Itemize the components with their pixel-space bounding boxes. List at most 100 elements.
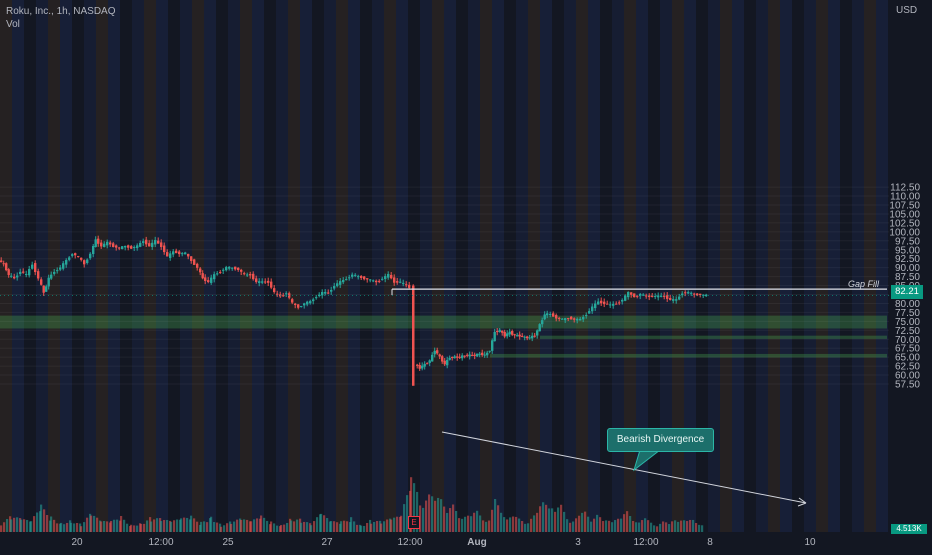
candle-body bbox=[282, 295, 285, 297]
volume-bar bbox=[506, 519, 509, 532]
volume-bar bbox=[90, 515, 93, 532]
candle-body bbox=[402, 282, 405, 284]
drawings bbox=[0, 288, 890, 507]
volume-bar bbox=[554, 511, 557, 532]
candle-body bbox=[573, 318, 576, 320]
session-band bbox=[552, 0, 564, 550]
candle-body bbox=[92, 245, 95, 255]
volume-bar bbox=[110, 521, 113, 532]
volume-bar bbox=[183, 517, 186, 532]
candle-body bbox=[591, 306, 594, 312]
candle-body bbox=[521, 335, 524, 337]
y-tick-label: 70.00 bbox=[895, 335, 920, 346]
candle-body bbox=[5, 263, 8, 271]
session-band bbox=[36, 0, 48, 550]
volume-bar bbox=[326, 518, 329, 532]
candle-body bbox=[423, 363, 426, 367]
session-band bbox=[216, 0, 228, 550]
candle-body bbox=[639, 293, 642, 297]
volume-bar bbox=[548, 508, 551, 532]
volume-bar bbox=[530, 518, 533, 532]
session-band bbox=[396, 0, 408, 550]
volume-bar bbox=[373, 521, 376, 532]
candle-body bbox=[483, 354, 486, 356]
candle-body bbox=[303, 303, 306, 306]
candle-body bbox=[393, 277, 396, 283]
volume-bar bbox=[180, 518, 183, 532]
candle-body bbox=[378, 280, 381, 282]
volume-bar bbox=[190, 515, 193, 532]
candle-body bbox=[549, 313, 552, 315]
session-band bbox=[276, 0, 288, 550]
candle-body bbox=[493, 331, 496, 342]
candle-body bbox=[103, 243, 106, 247]
candle-body bbox=[363, 276, 366, 280]
candle-body bbox=[488, 350, 491, 352]
volume-bar bbox=[656, 526, 659, 532]
volume-bar bbox=[467, 515, 470, 532]
candle-body bbox=[127, 245, 130, 248]
session-band bbox=[84, 0, 96, 550]
candle-body bbox=[339, 281, 342, 285]
volume-bar bbox=[641, 520, 644, 532]
volume-bar bbox=[276, 525, 279, 532]
volume-bar bbox=[491, 509, 494, 532]
candle-body bbox=[270, 281, 273, 288]
candle-body bbox=[433, 350, 436, 355]
volume-bar bbox=[593, 518, 596, 532]
candle-body bbox=[681, 293, 684, 296]
session-band bbox=[624, 0, 636, 550]
candle-body bbox=[660, 295, 663, 297]
candle-body bbox=[657, 295, 660, 298]
candle-body bbox=[451, 356, 454, 358]
candle-body bbox=[181, 253, 184, 255]
candle-body bbox=[636, 295, 639, 297]
session-band bbox=[816, 0, 828, 550]
volume-bar bbox=[293, 521, 296, 532]
symbol-title[interactable]: Roku, Inc., 1h, NASDAQ bbox=[6, 6, 116, 17]
bearish-divergence-callout[interactable]: Bearish Divergence bbox=[607, 428, 714, 452]
candle-body bbox=[481, 352, 484, 356]
volume-bar bbox=[422, 507, 425, 532]
chart-legend: Roku, Inc., 1h, NASDAQ Vol bbox=[6, 5, 116, 31]
volume-bar bbox=[386, 519, 389, 532]
volume-bar bbox=[70, 522, 73, 532]
volume-bar bbox=[226, 523, 229, 532]
y-tick-label: 92.50 bbox=[895, 254, 920, 265]
volume-bar bbox=[220, 526, 223, 532]
volume-bar bbox=[572, 521, 575, 532]
candle-body bbox=[416, 364, 419, 366]
earnings-marker-icon[interactable]: E bbox=[408, 516, 420, 529]
volume-bar bbox=[413, 483, 416, 532]
session-band bbox=[684, 0, 696, 550]
candle-body bbox=[145, 239, 148, 245]
candle-body bbox=[71, 254, 74, 256]
candle-body bbox=[249, 274, 252, 276]
candle-body bbox=[461, 355, 464, 359]
candle-body bbox=[506, 333, 509, 337]
candle-body bbox=[678, 296, 681, 300]
gap-fill-label[interactable]: Gap Fill bbox=[848, 279, 880, 289]
candle-body bbox=[603, 301, 606, 305]
candle-body bbox=[448, 357, 451, 360]
volume-bar bbox=[176, 519, 179, 532]
session-band bbox=[420, 0, 432, 550]
session-band bbox=[600, 0, 612, 550]
volume-bar bbox=[323, 515, 326, 532]
volume-label[interactable]: Vol bbox=[6, 19, 20, 30]
volume-bar bbox=[166, 519, 169, 532]
candle-body bbox=[124, 245, 127, 248]
candle-body bbox=[357, 276, 360, 278]
candle-body bbox=[526, 336, 529, 339]
volume-bar bbox=[581, 512, 584, 532]
candle-body bbox=[471, 354, 474, 356]
candle-body bbox=[204, 277, 207, 281]
volume-bar bbox=[210, 516, 213, 532]
candle-body bbox=[106, 241, 109, 246]
volume-bar bbox=[363, 525, 366, 532]
volume-bar bbox=[140, 523, 143, 532]
candle-body bbox=[390, 274, 393, 279]
